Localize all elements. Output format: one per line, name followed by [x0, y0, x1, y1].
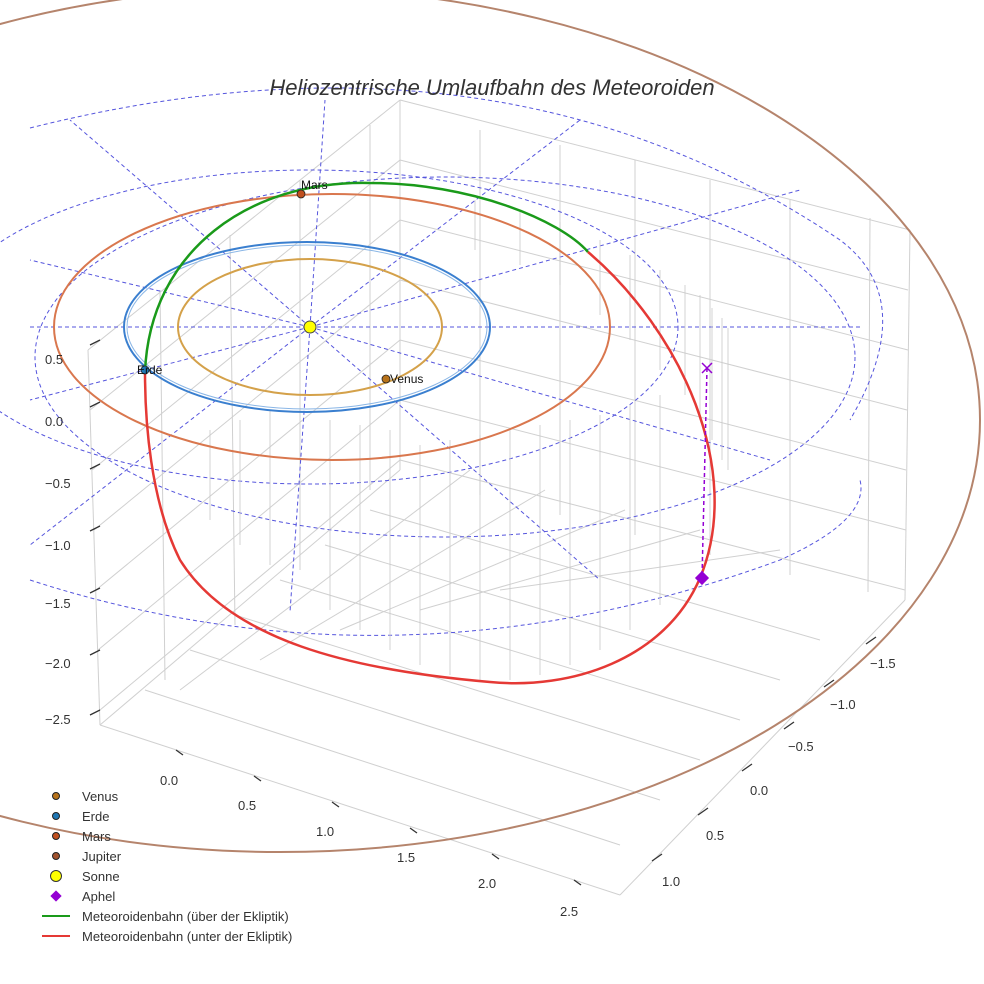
legend-item-aphel[interactable]: Aphel: [40, 886, 292, 906]
x-tick-label: −1.5: [870, 656, 896, 671]
jupiter-orbit: [0, 0, 981, 853]
z-tick-label: −1.0: [45, 538, 71, 553]
legend-item-sonne[interactable]: Sonne: [40, 866, 292, 886]
aphel-projection-icon: [701, 362, 713, 374]
x-tick-label: −0.5: [788, 739, 814, 754]
meteoroid-orbit-above: [143, 181, 589, 373]
mars-marker: [296, 189, 306, 199]
legend-label: Erde: [82, 808, 110, 824]
x-tick-label: 0.0: [750, 783, 768, 798]
dot-icon: [40, 826, 72, 846]
z-tick-label: −0.5: [45, 476, 71, 491]
box-grid: [87, 99, 911, 896]
y-tick-label: 0.5: [238, 798, 256, 813]
y-tick-label: 2.0: [478, 876, 496, 891]
sun-marker: [303, 320, 317, 334]
earth-orbit-inner: [126, 244, 488, 410]
legend-item-orbit-below[interactable]: Meteoroidenbahn (unter der Ekliptik): [40, 926, 292, 946]
y-axis-labels: 0.0 0.5 1.0 1.5 2.0 2.5: [160, 773, 578, 919]
earth-marker: [140, 365, 150, 375]
legend: Venus Erde Mars Jupiter Sonne Aphel Mete…: [40, 786, 292, 946]
y-tick-label: 1.5: [397, 850, 415, 865]
earth-label: Erde: [137, 363, 163, 377]
reference-grid: [0, 87, 884, 636]
mars-orbit: [53, 193, 611, 461]
meteoroid-orbit-below: [143, 251, 716, 685]
y-tick-label: 1.0: [316, 824, 334, 839]
y-tick-label: 2.5: [560, 904, 578, 919]
x-tick-label: −1.0: [830, 697, 856, 712]
dot-icon: [40, 846, 72, 866]
legend-label: Jupiter: [82, 848, 122, 864]
line-icon: [40, 906, 72, 926]
aphel-marker: [694, 570, 710, 586]
z-tick-label: 0.0: [45, 414, 63, 429]
legend-label: Mars: [82, 828, 111, 844]
z-tick-label: −2.0: [45, 656, 71, 671]
legend-label: Meteoroidenbahn (über der Ekliptik): [82, 908, 289, 924]
earth-orbit: [123, 241, 491, 413]
venus-orbit: [177, 258, 443, 396]
legend-label: Aphel: [82, 888, 116, 904]
x-axis-labels: −1.5 −1.0 −0.5 0.0 0.5 1.0: [662, 656, 896, 889]
z-tick-label: −2.5: [45, 712, 71, 727]
legend-item-erde[interactable]: Erde: [40, 806, 292, 826]
legend-label: Venus: [82, 788, 119, 804]
mars-label: Mars: [301, 178, 328, 192]
x-tick-label: 0.5: [706, 828, 724, 843]
dot-icon: [40, 786, 72, 806]
line-icon: [40, 926, 72, 946]
legend-item-mars[interactable]: Mars: [40, 826, 292, 846]
dot-icon: [40, 806, 72, 826]
legend-label: Sonne: [82, 868, 120, 884]
aphel-drop-line: [701, 367, 708, 579]
axis-tick-marks: [89, 339, 877, 886]
z-tick-label: 0.5: [45, 352, 63, 367]
venus-marker: [381, 374, 391, 384]
drop-lines: [209, 200, 729, 680]
legend-item-venus[interactable]: Venus: [40, 786, 292, 806]
z-tick-label: −1.5: [45, 596, 71, 611]
dot-icon: [40, 866, 72, 886]
x-tick-label: 1.0: [662, 874, 680, 889]
z-axis-labels: 0.5 0.0 −0.5 −1.0 −1.5 −2.0 −2.5: [45, 352, 71, 727]
legend-label: Meteoroidenbahn (unter der Ekliptik): [82, 928, 293, 944]
chart-title: Heliozentrische Umlaufbahn des Meteoroid…: [269, 75, 714, 100]
venus-label: Venus: [390, 372, 423, 386]
y-tick-label: 0.0: [160, 773, 178, 788]
diamond-icon: [40, 886, 72, 906]
legend-item-jupiter[interactable]: Jupiter: [40, 846, 292, 866]
legend-item-orbit-above[interactable]: Meteoroidenbahn (über der Ekliptik): [40, 906, 292, 926]
